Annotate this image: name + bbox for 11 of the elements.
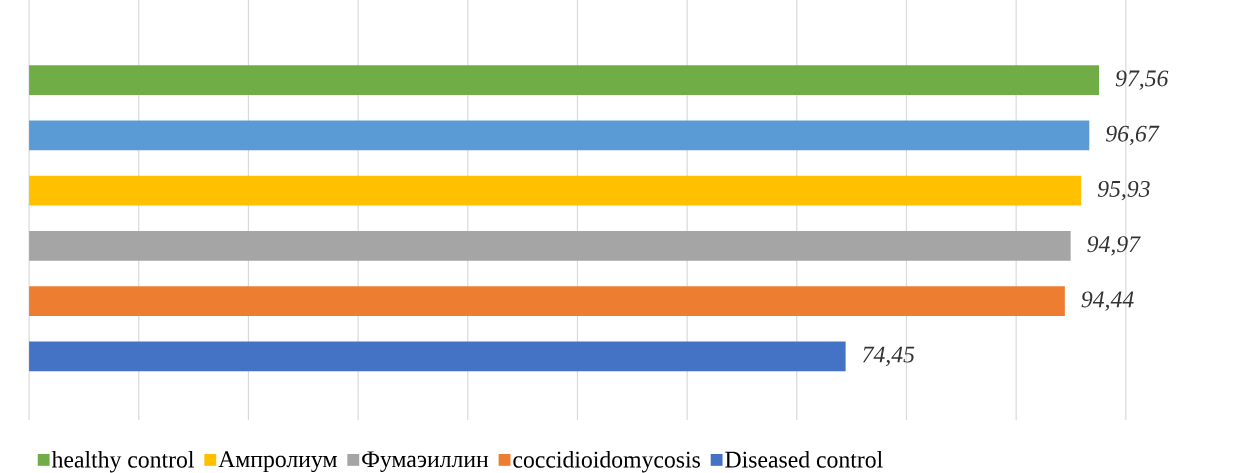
legend-label: Diseased control xyxy=(725,450,883,468)
legend-label: coccidioidomycosis xyxy=(513,450,700,473)
data-label: 94,44 xyxy=(1081,291,1134,311)
data-label: 95,93 xyxy=(1097,180,1150,201)
data-label: 74,45 xyxy=(863,346,915,366)
data-label: 96,67 xyxy=(1106,125,1160,145)
data-label: 94,97 xyxy=(1087,236,1141,256)
legend-label: Ампролиум xyxy=(218,451,337,472)
data-label: 97,56 xyxy=(1115,70,1169,90)
legend-label: Фумаэиллин xyxy=(362,451,489,472)
legend-label: healthy control xyxy=(51,450,194,473)
